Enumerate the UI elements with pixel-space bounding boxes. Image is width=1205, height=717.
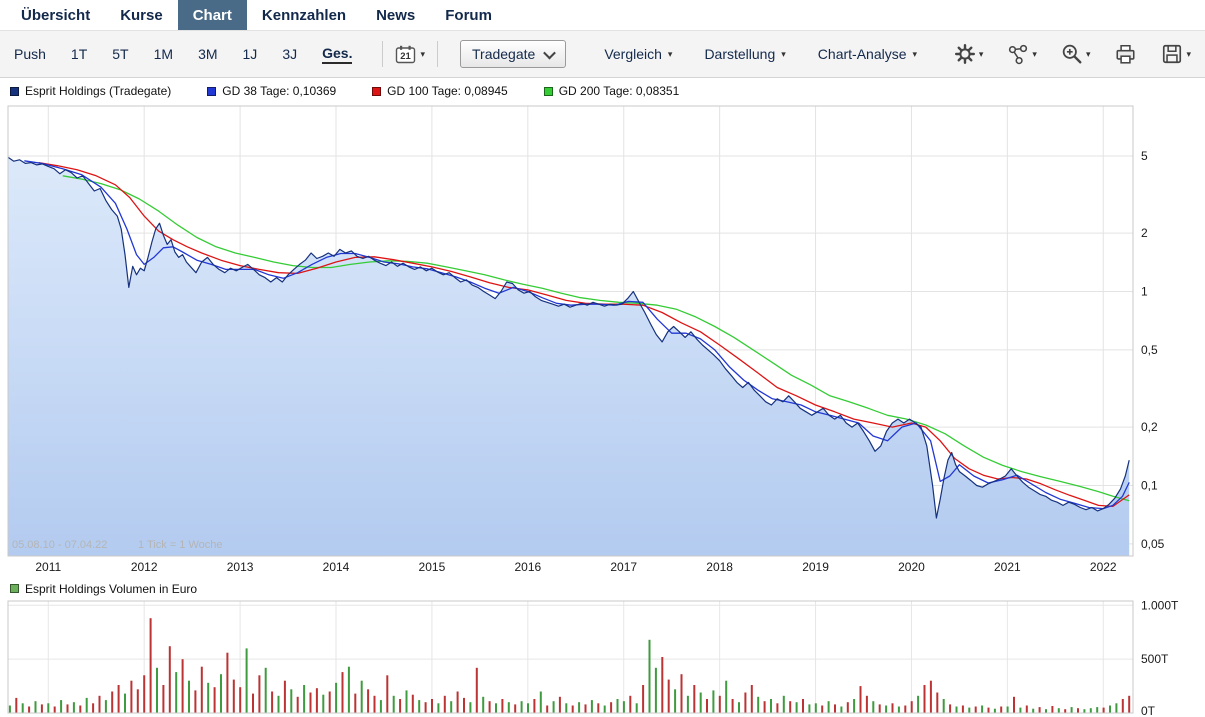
svg-text:2021: 2021 [994,560,1021,574]
price-chart[interactable]: 05.08.10 - 07.04.22 1 Tick = 1 Woche 5 2 1 0,… [0,104,1205,578]
range-3m-button[interactable]: 3M [198,46,218,62]
exchange-select[interactable]: Tradegate [460,40,567,68]
calendar-button[interactable]: 21 ▾ [395,45,425,64]
range-3j-button[interactable]: 3J [282,46,298,62]
tab-forum[interactable]: Forum [445,6,492,24]
print-button[interactable] [1114,43,1137,65]
chevron-down-icon: ▾ [1032,48,1037,59]
toolbar-separator [437,41,438,67]
price-series-swatch [10,86,19,96]
svg-text:0,2: 0,2 [1141,420,1158,434]
tab-kurse[interactable]: Kurse [120,6,163,24]
svg-text:05.08.10 - 07.04.22: 05.08.10 - 07.04.22 [12,539,107,551]
tab-uebersicht[interactable]: Übersicht [21,6,91,24]
volume-chart: 1.000T 500T 0T [7,599,1179,717]
svg-text:2020: 2020 [898,560,925,574]
svg-text:2022: 2022 [1090,560,1117,574]
svg-text:1 Tick = 1 Woche: 1 Tick = 1 Woche [138,539,222,551]
svg-text:2011: 2011 [35,560,61,574]
volume-swatch [10,584,19,593]
gd100-swatch [372,86,382,96]
chevron-down-icon: ▾ [781,48,786,59]
price-series-label: Esprit Holdings (Tradegate) [25,84,172,98]
gd100-label: GD 100 Tage: 0,08945 [387,84,508,98]
chevron-down-icon: ▾ [420,48,425,59]
svg-text:21: 21 [401,51,412,62]
tab-kennzahlen[interactable]: Kennzahlen [261,6,347,24]
tab-chart[interactable]: Chart [177,0,247,30]
svg-text:2013: 2013 [227,560,254,574]
chevron-down-icon: ▾ [978,48,984,59]
share-icon [1009,44,1028,65]
chevron-down-icon [543,46,557,59]
gd38-label: GD 38 Tage: 0,10369 [222,84,337,98]
svg-text:0,5: 0,5 [1141,343,1158,357]
range-5t-button[interactable]: 5T [112,46,129,62]
svg-text:5: 5 [1141,149,1148,163]
svg-text:0T: 0T [1141,704,1156,717]
gd38-swatch [207,86,217,96]
share-button[interactable]: ▾ [1007,43,1037,65]
svg-text:1.000T: 1.000T [1141,599,1179,612]
gd200-swatch [543,86,553,96]
chart-analyse-menu[interactable]: Chart-Analyse ▾ [818,46,917,62]
legend-item-volume: Esprit Holdings Volumen in Euro [10,582,197,596]
toolbar-icons: ▾ ▾ ▾ [954,43,1191,65]
svg-text:2018: 2018 [706,560,733,574]
zoom-button[interactable]: ▾ [1061,43,1091,65]
toolbar-menus: Vergleich ▾ Darstellung ▾ Chart-Analyse … [604,46,917,62]
vergleich-label: Vergleich [604,46,662,62]
range-1m-button[interactable]: 1M [153,46,174,62]
legend-item-gd200: GD 200 Tage: 0,08351 [543,84,680,98]
svg-text:1: 1 [1141,285,1148,299]
chart-analyse-label: Chart-Analyse [817,46,907,62]
price-legend: Esprit Holdings (Tradegate) GD 38 Tage: … [0,78,1205,104]
toolbar-separator [382,41,384,67]
print-icon [1116,44,1135,64]
svg-text:2012: 2012 [131,560,158,574]
push-button[interactable]: Push [14,46,46,62]
svg-text:2014: 2014 [323,560,350,574]
chevron-down-icon: ▾ [1085,48,1091,59]
gd200-label: GD 200 Tage: 0,08351 [558,84,680,98]
svg-text:2: 2 [1141,226,1148,240]
chart-toolbar: Push 1T 5T 1M 3M 1J 3J Ges. 21 ▾ Tradega… [0,30,1205,78]
volume-legend: Esprit Holdings Volumen in Euro [0,578,1205,599]
range-gesamt-button[interactable]: Ges. [322,45,353,64]
exchange-select-value: Tradegate [472,46,536,62]
tab-news[interactable]: News [376,6,416,24]
svg-text:0,05: 0,05 [1141,537,1165,551]
save-button[interactable]: ▾ [1161,43,1191,65]
legend-item-gd38: GD 38 Tage: 0,10369 [207,84,336,98]
zoom-in-icon [1062,44,1082,64]
legend-item-gd100: GD 100 Tage: 0,08945 [372,84,508,98]
chevron-down-icon: ▾ [912,48,918,59]
settings-button[interactable]: ▾ [954,43,984,65]
svg-text:2015: 2015 [419,560,446,574]
svg-text:2019: 2019 [802,560,829,574]
volume-label: Esprit Holdings Volumen in Euro [25,581,198,596]
svg-text:2016: 2016 [514,560,541,574]
save-icon [1163,44,1182,64]
vergleich-menu[interactable]: Vergleich ▾ [604,46,672,62]
calendar-icon: 21 [396,45,416,63]
chevron-down-icon: ▾ [667,48,673,59]
darstellung-label: Darstellung [704,46,776,62]
svg-text:2017: 2017 [610,560,637,574]
range-1j-button[interactable]: 1J [242,46,258,62]
chevron-down-icon: ▾ [1186,48,1191,59]
darstellung-menu[interactable]: Darstellung ▾ [704,46,785,62]
svg-text:0,1: 0,1 [1141,478,1158,492]
svg-text:500T: 500T [1141,652,1169,666]
range-1t-button[interactable]: 1T [70,46,88,62]
legend-item-price: Esprit Holdings (Tradegate) [10,84,171,98]
gear-icon [954,43,975,65]
main-tabs: Übersicht Kurse Chart Kennzahlen News Fo… [0,0,1205,30]
